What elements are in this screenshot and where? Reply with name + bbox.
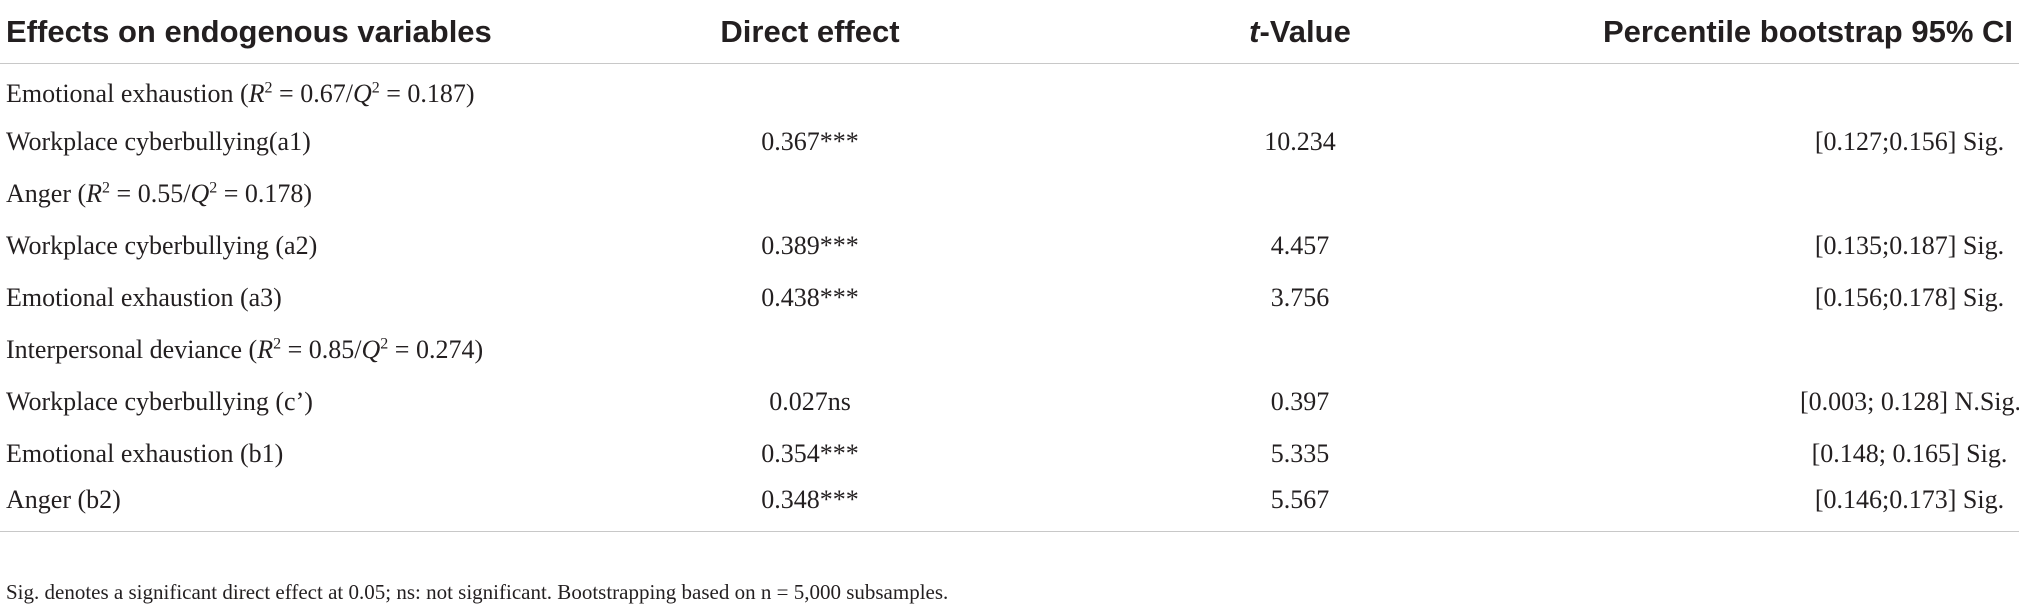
q-symbol: Q — [352, 78, 372, 108]
group-row: Interpersonal deviance (R2 = 0.85/Q2 = 0… — [0, 324, 2019, 376]
t-value-cell: 5.567 — [1060, 479, 1540, 532]
r-equals: = — [110, 178, 138, 208]
effects-table: Effects on endogenous variables Direct e… — [0, 0, 2019, 532]
r-exponent: 2 — [102, 178, 111, 196]
q-equals: = — [388, 334, 416, 364]
q-symbol: Q — [190, 178, 210, 208]
direct-effect-cell: 0.438*** — [761, 282, 859, 312]
t-value-cell: 10.234 — [1264, 126, 1336, 156]
predictor-label: Workplace cyberbullying (a2) — [6, 230, 318, 260]
r-symbol: R — [248, 78, 265, 108]
bootstrap-ci-cell: [0.127;0.156] Sig. — [1814, 126, 2005, 156]
stat-open: ( — [233, 78, 249, 108]
q-exponent: 2 — [380, 334, 389, 352]
predictor-label: Emotional exhaustion (a3) — [6, 282, 282, 312]
r-exponent: 2 — [273, 334, 282, 352]
r2-value: 0.67 — [300, 78, 346, 108]
t-value-cell: 5.335 — [1270, 438, 1330, 468]
q2-value: 0.187 — [407, 78, 466, 108]
group-heading: Interpersonal deviance (R2 = 0.85/Q2 = 0… — [0, 324, 2019, 376]
table-body: Emotional exhaustion (R2 = 0.67/Q2 = 0.1… — [0, 64, 2019, 532]
direct-effect-cell: 0.348*** — [560, 479, 1060, 532]
direct-effect-cell: 0.367*** — [761, 126, 859, 156]
r-exponent: 2 — [264, 79, 273, 97]
header-row: Effects on endogenous variables Direct e… — [0, 0, 2019, 64]
table-header: Effects on endogenous variables Direct e… — [0, 0, 2019, 64]
bootstrap-ci-cell: [0.156;0.178] Sig. — [1814, 282, 2005, 312]
t-value-cell: 0.397 — [1270, 386, 1330, 416]
r2-value: 0.55 — [137, 178, 184, 208]
table-row: Emotional exhaustion (b1) 0.354*** 5.335 [0… — [0, 428, 2019, 480]
q-exponent: 2 — [209, 178, 218, 196]
t-value-cell: 4.457 — [1270, 230, 1330, 260]
group-name: Interpersonal deviance — [6, 334, 243, 364]
stat-open: ( — [70, 178, 87, 208]
stat-close: ) — [303, 178, 313, 208]
table-row: Workplace cyberbullying (c’) 0.027ns 0.397… — [0, 376, 2019, 428]
r2-value: 0.85 — [308, 334, 355, 364]
group-heading: Emotional exhaustion (R2 = 0.67/Q2 = 0.1… — [0, 64, 2019, 116]
header-direct-effect: Direct effect — [560, 0, 1060, 64]
predictor-label: Workplace cyberbullying (c’) — [6, 386, 313, 416]
direct-effect-cell: 0.354*** — [761, 438, 859, 468]
q2-value: 0.178 — [244, 178, 304, 208]
group-name: Anger — [6, 178, 71, 208]
group-row: Anger (R2 = 0.55/Q2 = 0.178) — [0, 168, 2019, 220]
group-name: Emotional exhaustion — [6, 78, 234, 108]
r-symbol: R — [257, 334, 274, 364]
t-value-cell: 3.756 — [1270, 282, 1330, 312]
header-t-italic: t — [1249, 13, 1260, 49]
q-symbol: Q — [361, 334, 381, 364]
bootstrap-ci-cell: [0.003; 0.128] N.Sig. — [1800, 386, 2019, 416]
bootstrap-ci-cell: [0.135;0.187] Sig. — [1814, 230, 2005, 260]
bootstrap-ci-cell: [0.146;0.173] Sig. — [1540, 479, 2019, 532]
predictor-label: Emotional exhaustion (b1) — [6, 438, 284, 468]
header-t-rest: -Value — [1259, 13, 1351, 49]
r-symbol: R — [86, 178, 103, 208]
predictor-label: Workplace cyberbullying(a1) — [6, 126, 311, 156]
direct-effect-cell: 0.027ns — [769, 386, 851, 416]
stat-close: ) — [474, 334, 484, 364]
header-bootstrap-ci: Percentile bootstrap 95% CI — [1540, 0, 2019, 64]
header-t-value: t-Value — [1060, 0, 1540, 64]
table-row: Workplace cyberbullying (a2) 0.389*** 4.45… — [0, 220, 2019, 272]
q2-value: 0.274 — [415, 334, 475, 364]
table-footnote: Sig. denotes a significant direct effect… — [6, 580, 949, 604]
table-row: Anger (b2) 0.348*** 5.567 [0.146;0.173] Sig… — [0, 479, 2019, 532]
stat-separator: / — [354, 334, 362, 364]
group-row: Emotional exhaustion (R2 = 0.67/Q2 = 0.1… — [0, 64, 2019, 116]
group-heading: Anger (R2 = 0.55/Q2 = 0.178) — [0, 168, 2019, 220]
q-equals: = — [379, 78, 408, 108]
stat-separator: / — [183, 178, 191, 208]
q-equals: = — [217, 178, 245, 208]
header-effects: Effects on endogenous variables — [0, 0, 560, 64]
predictor-label: Anger (b2) — [0, 479, 560, 532]
stat-close: ) — [465, 78, 475, 108]
q-exponent: 2 — [371, 79, 380, 97]
stat-separator: / — [345, 78, 353, 108]
r-equals: = — [281, 334, 309, 364]
direct-effect-cell: 0.389*** — [761, 230, 859, 260]
table-row: Workplace cyberbullying(a1) 0.367*** 10.23… — [0, 116, 2019, 168]
r-equals: = — [272, 78, 301, 108]
stat-open: ( — [242, 334, 258, 364]
table-row: Emotional exhaustion (a3) 0.438*** 3.756 [0… — [0, 272, 2019, 324]
bootstrap-ci-cell: [0.148; 0.165] Sig. — [1811, 438, 2008, 468]
